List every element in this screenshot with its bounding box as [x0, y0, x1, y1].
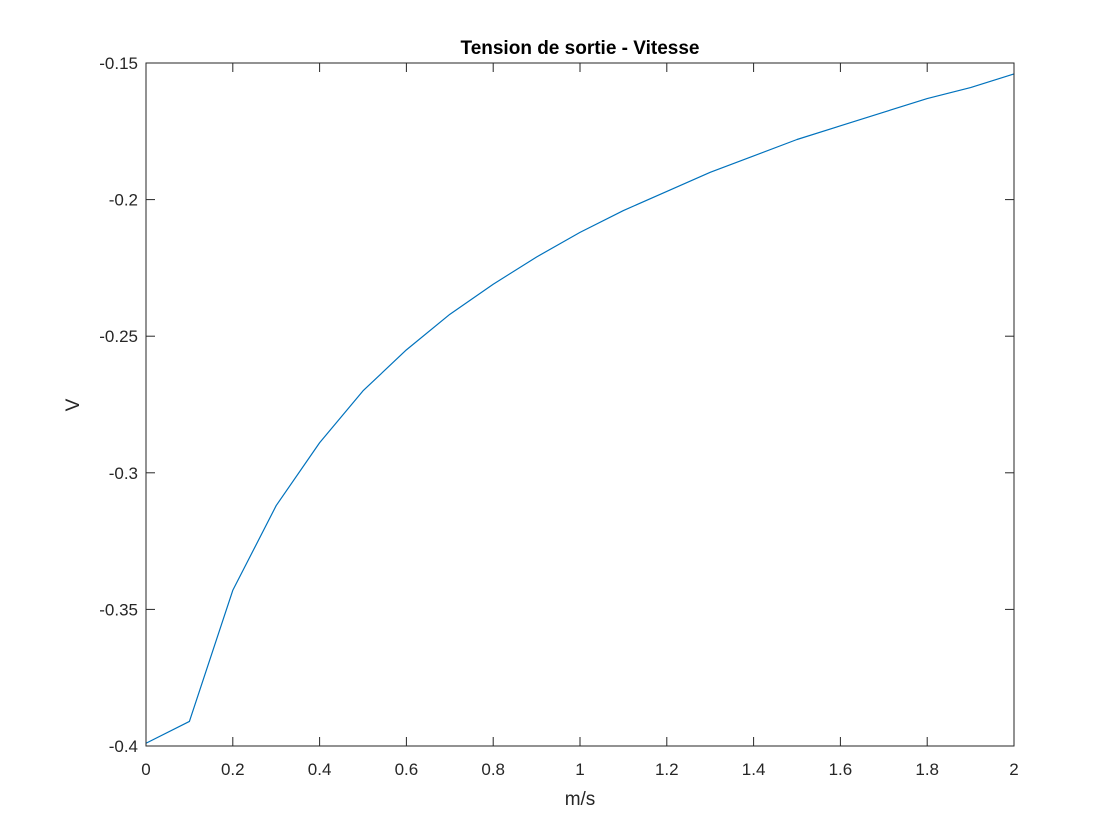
x-tick-label: 1.6: [829, 760, 853, 779]
axes-box: [145, 62, 1015, 747]
x-tick-label: 0.4: [308, 760, 332, 779]
chart-title: Tension de sortie - Vitesse: [461, 38, 700, 59]
x-tick-label: 1.2: [655, 760, 679, 779]
y-tick-label: -0.35: [99, 600, 138, 619]
x-tick-label: 0.2: [221, 760, 245, 779]
plot-area: [146, 63, 1014, 746]
y-tick-labels: -0.4 -0.35 -0.3 -0.25 -0.2 -0.15: [99, 54, 138, 756]
x-tick-label: 0.8: [481, 760, 505, 779]
y-tick-label: -0.2: [109, 191, 138, 210]
series-layer: [145, 73, 1015, 744]
y-tick-label: -0.3: [109, 464, 138, 483]
x-tick-label: 2: [1009, 760, 1018, 779]
x-axis-label: m/s: [565, 789, 596, 810]
y-axis-label: V: [63, 398, 84, 411]
y-tick-label: -0.4: [109, 737, 138, 756]
y-tick-label: -0.25: [99, 327, 138, 346]
x-tick-label: 0.6: [395, 760, 419, 779]
y-tick-label: -0.15: [99, 54, 138, 73]
x-tick-label: 0: [141, 760, 150, 779]
x-tick-labels: 0 0.2 0.4 0.6 0.8 1 1.2 1.4 1.6 1.8 2: [141, 760, 1018, 779]
x-tick-label: 1.4: [742, 760, 766, 779]
x-tick-label: 1.8: [915, 760, 939, 779]
x-tick-label: 1: [575, 760, 584, 779]
series-line: [145, 73, 1015, 744]
